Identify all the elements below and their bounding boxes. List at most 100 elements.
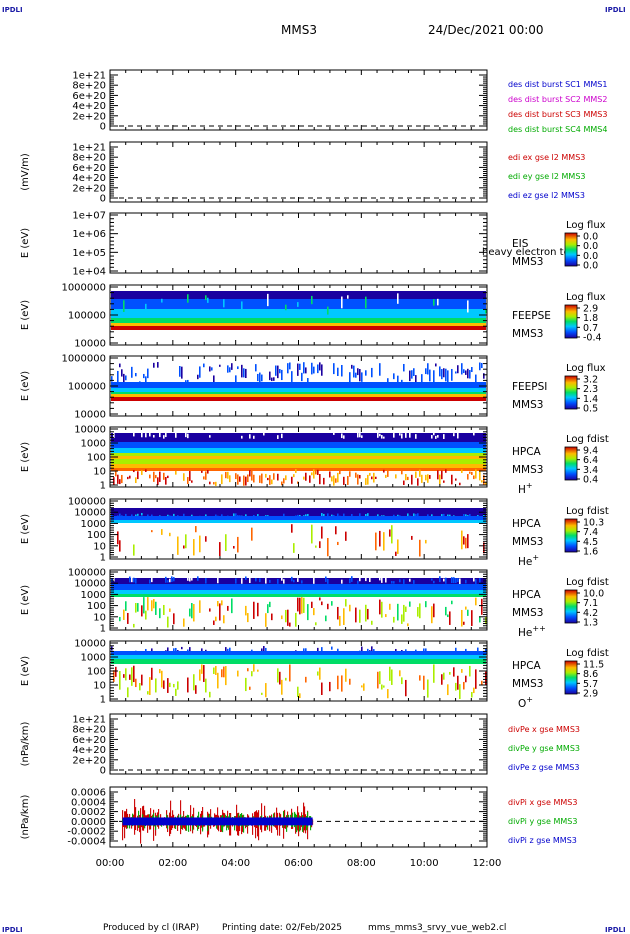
spectrogram-speckle [257,669,259,672]
spectrogram-speckle [147,368,149,379]
spectrogram-speckle [327,578,329,584]
spectrogram-speckle [437,435,439,438]
spectrogram-speckle [321,364,323,376]
spectrogram-speckle [221,474,223,485]
colorbar-tick-label: 10.0 [583,589,604,600]
colorbar-tick-label: 3.4 [583,465,598,476]
spectrogram-speckle [361,435,363,438]
spectrogram-speckle [205,578,207,584]
instrument-label: MMS3 [512,399,543,411]
spectrogram-speckle [357,368,359,376]
spectrogram-speckle [201,470,203,473]
spectrogram-speckle [385,474,387,478]
spectrogram-speckle [143,373,145,379]
spectrogram-speckle [243,475,245,486]
spectrogram-speckle [321,513,323,518]
spectrogram-speckle [265,683,267,698]
spectrogram-speckle [361,646,363,655]
spectrogram-speckle [461,363,463,375]
spectrogram-speckle [387,378,389,384]
spectrogram-speckle [481,480,483,483]
legend-entry: divPi y gse MMS3 [508,817,577,826]
spectrogram-speckle [145,469,147,472]
spectrogram-speckle [247,613,249,623]
y-tick-label: 1 [100,695,106,706]
spectrogram-speckle [305,648,307,654]
y-tick-label: 6e+20 [72,91,106,102]
spectrogram-speckle [445,368,447,382]
spectrogram-speckle [427,363,429,375]
y-tick-label: 0 [100,122,106,133]
spectrogram-speckle [245,576,247,580]
y-tick-label: 1e+21 [72,143,106,154]
spectrogram-speckle [423,675,425,690]
y-tick-label: 100 [87,530,106,541]
colorbar-title: Log fdist [566,506,609,517]
spectrogram-speckle [167,678,169,693]
spectrogram-speckle [297,597,299,612]
spectrogram-speckle [205,536,207,542]
spectrogram-speckle [273,377,275,381]
spectrogram-speckle [137,603,139,612]
instrument-label: FEEPSI [512,381,547,393]
spectrogram-speckle [299,693,301,699]
y-tick-label: 1000 [81,590,106,601]
spectrogram-speckle [371,646,373,653]
instrument-label: MMS3 [512,464,543,476]
spectrogram-speckle [337,513,339,517]
spectrogram-speckle [325,576,327,582]
spectrogram-speckle [251,470,253,481]
spectrogram-speckle [379,576,381,581]
spectrogram-speckle [485,617,487,625]
spectrogram-speckle [191,514,193,518]
spectrogram-speckle [181,646,183,650]
spectrogram-speckle [235,473,237,480]
spectrogram-speckle [411,474,413,485]
spectrogram-speckle [219,364,221,367]
spectrogram-speckle [165,432,167,438]
spectrogram-speckle [269,371,271,381]
spectrogram-speckle [383,436,385,439]
spectrogram-speckle [381,684,383,690]
spectrogram-speckle [253,474,255,483]
footer-printing-date: Printing date: 02/Feb/2025 [222,923,342,933]
spectrogram-speckle [469,471,471,474]
spectrogram-speckle [203,363,205,368]
spectrogram-speckle [403,579,405,584]
spectrogram-speckle [149,677,151,695]
spectrogram-speckle [285,304,287,311]
spectrogram-speckle [365,296,367,309]
spectrogram-speckle [227,365,229,373]
spectrogram-speckle [221,669,223,678]
spectrogram-speckle [457,578,459,583]
spectrogram-speckle [405,606,407,612]
spectrogram-speckle [425,368,427,375]
spectrogram-speckle [133,544,135,556]
spectrogram-speckle [127,476,129,480]
corner-label-bottom-left: IPDLI [2,926,23,934]
spectrogram-speckle [465,537,467,549]
spectrogram-speckle [379,530,381,547]
spectrogram-speckle [187,379,189,383]
spectrogram-band [111,464,486,468]
spectrogram-speckle [129,475,131,479]
colorbar-tick-label: 5.7 [583,679,598,690]
panel-frame [109,69,488,131]
spectrogram-speckle [419,675,421,681]
spectrogram-speckle [401,433,403,439]
spectrogram-speckle [291,576,293,582]
spectrogram-speckle [283,579,285,584]
spectrogram-speckle [359,474,361,479]
colorbar [564,232,578,267]
spectrogram-speckle [343,608,345,625]
spectrogram-speckle [199,600,201,613]
spectrogram-band [111,459,486,464]
spectrogram-speckle [319,667,321,680]
spectrogram-speckle [225,534,227,552]
panel-frame [109,713,488,775]
colorbar-tick-label: 1.6 [583,547,598,558]
spectrogram-speckle [197,374,199,380]
spectrogram-speckle [343,435,345,439]
y-tick-label: 10 [93,681,106,692]
